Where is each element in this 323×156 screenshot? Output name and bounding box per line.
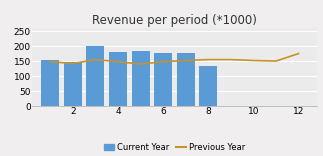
Bar — [177, 53, 195, 106]
Bar — [154, 53, 172, 106]
Bar — [109, 52, 127, 106]
Bar — [87, 46, 104, 106]
Bar — [64, 62, 82, 106]
Bar — [131, 51, 150, 106]
Title: Revenue per period (*1000): Revenue per period (*1000) — [92, 14, 257, 27]
Bar — [41, 60, 59, 106]
Bar — [199, 66, 217, 106]
Legend: Current Year, Previous Year: Current Year, Previous Year — [100, 140, 249, 156]
